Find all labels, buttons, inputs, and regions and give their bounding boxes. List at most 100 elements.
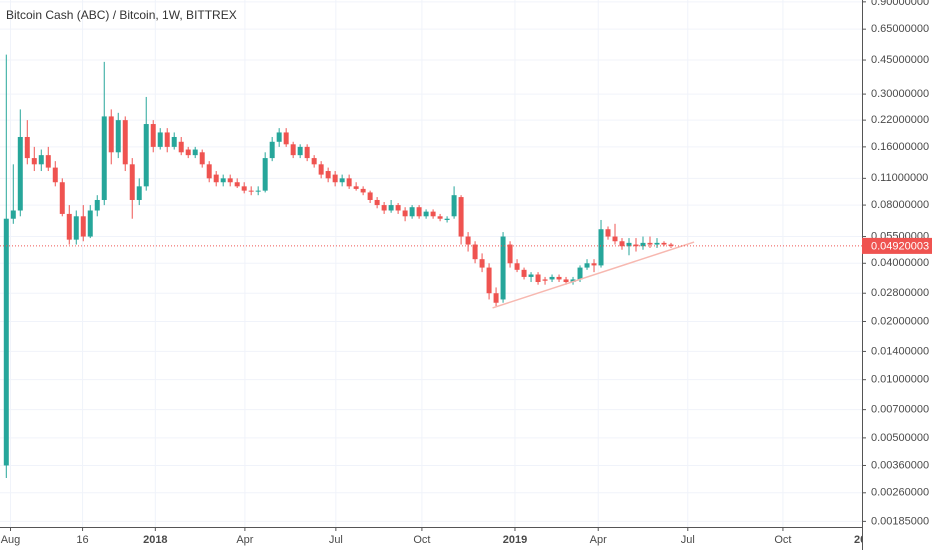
candle-body xyxy=(668,244,674,246)
candle-body xyxy=(346,178,352,187)
candle-body xyxy=(577,267,583,280)
candle-body xyxy=(52,167,58,183)
candle-body xyxy=(570,279,576,283)
candle-body xyxy=(458,197,464,237)
x-tick-label: Jul xyxy=(681,534,695,546)
candle-body xyxy=(17,136,23,211)
candle-body xyxy=(150,124,156,147)
candle-body xyxy=(3,218,9,466)
candle-body xyxy=(171,136,177,147)
candle-body xyxy=(500,236,506,300)
candle-body xyxy=(38,155,44,165)
x-tick-label: Jul xyxy=(329,534,343,546)
candle-body xyxy=(199,152,205,165)
axes: 0.90000000 0.65000000 0.45000000 0.30000000… xyxy=(862,0,932,527)
candle-body xyxy=(101,116,107,200)
x-tick-label: Apr xyxy=(236,534,253,546)
x-tick-label: Apr xyxy=(590,534,607,546)
candle-body xyxy=(654,242,660,245)
candle-body xyxy=(157,132,163,147)
price-axis-panel xyxy=(862,0,932,550)
x-tick-label: Oct xyxy=(413,534,430,546)
candle-body xyxy=(549,276,555,280)
last-price-tag xyxy=(862,237,932,254)
candle-body xyxy=(332,174,338,183)
candle-body xyxy=(493,293,499,303)
candle-body xyxy=(94,199,100,211)
candle-body xyxy=(395,205,401,211)
candle-body xyxy=(563,279,569,283)
y-tick-label: 0.90000000 xyxy=(871,0,929,8)
candle-body xyxy=(360,188,366,193)
candle-body xyxy=(542,279,548,281)
candle-body xyxy=(388,205,394,211)
x-tick-label: Aug xyxy=(1,534,21,546)
candle-body xyxy=(269,141,275,159)
candle-body xyxy=(164,132,170,147)
candle-body xyxy=(423,211,429,217)
candle-body xyxy=(80,216,86,237)
candle-body xyxy=(325,171,331,179)
candle-body xyxy=(213,174,219,183)
candle-body xyxy=(479,259,485,268)
y-tick-label: 0.02800000 xyxy=(871,287,929,299)
chart-title: Bitcoin Cash (ABC) / Bitcoin, 1W, BITTRE… xyxy=(6,8,237,22)
candle-body xyxy=(115,120,121,153)
candle-body xyxy=(598,229,604,266)
last-price-label: 0.04920003 xyxy=(871,240,929,252)
y-tick-label: 0.00500000 xyxy=(871,432,929,444)
x-tick-label: 2019 xyxy=(503,534,527,546)
candle-body xyxy=(619,241,625,247)
candle-body xyxy=(297,146,303,156)
candle-body xyxy=(626,242,632,247)
candle-body xyxy=(87,210,93,237)
candle-body xyxy=(227,178,233,183)
candle-body xyxy=(206,164,212,179)
y-tick-label: 0.00260000 xyxy=(871,487,929,499)
candle-body xyxy=(437,216,443,219)
candle-body xyxy=(304,146,310,159)
candle-body xyxy=(402,210,408,217)
candle-body xyxy=(381,205,387,211)
candle-body xyxy=(465,236,471,245)
candle-body xyxy=(73,216,79,240)
plot xyxy=(0,54,862,479)
candle-body xyxy=(248,190,254,192)
candle-body xyxy=(633,244,639,247)
y-tick-label: 0.22000000 xyxy=(871,114,929,126)
candle-body xyxy=(136,186,142,200)
candle-body xyxy=(416,207,422,217)
candle-body xyxy=(129,164,135,200)
candle-body xyxy=(409,207,415,217)
y-tick-label: 0.04000000 xyxy=(871,257,929,269)
y-tick-label: 0.45000000 xyxy=(871,54,929,66)
x-tick-label: 2018 xyxy=(143,534,167,546)
candle-body xyxy=(647,242,653,245)
y-tick-label: 0.65000000 xyxy=(871,23,929,35)
candle-body xyxy=(661,242,667,245)
y-tick-label: 0.00360000 xyxy=(871,459,929,471)
candle-body xyxy=(220,178,226,183)
candle-body xyxy=(185,149,191,156)
y-tick-label: 0.11000000 xyxy=(871,172,928,184)
candle-body xyxy=(556,276,562,280)
y-tick-label: 0.01000000 xyxy=(871,374,929,386)
candle-body xyxy=(178,141,184,153)
y-tick-label: 0.00185000 xyxy=(871,515,929,527)
candle-body xyxy=(290,144,296,156)
candle-body xyxy=(234,182,240,187)
y-tick-label: 0.00700000 xyxy=(871,404,929,416)
candle-body xyxy=(605,229,611,237)
candle-body xyxy=(444,218,450,220)
candle-body xyxy=(108,116,114,153)
candle-body xyxy=(521,269,527,277)
candle-body xyxy=(45,155,51,168)
y-tick-label: 0.08000000 xyxy=(871,199,929,211)
candle-body xyxy=(430,211,436,217)
y-tick-label: 0.01400000 xyxy=(871,345,929,357)
candle-body xyxy=(143,124,149,187)
candle-body xyxy=(66,213,72,240)
candle-body xyxy=(591,263,597,266)
candle-body xyxy=(367,192,373,200)
